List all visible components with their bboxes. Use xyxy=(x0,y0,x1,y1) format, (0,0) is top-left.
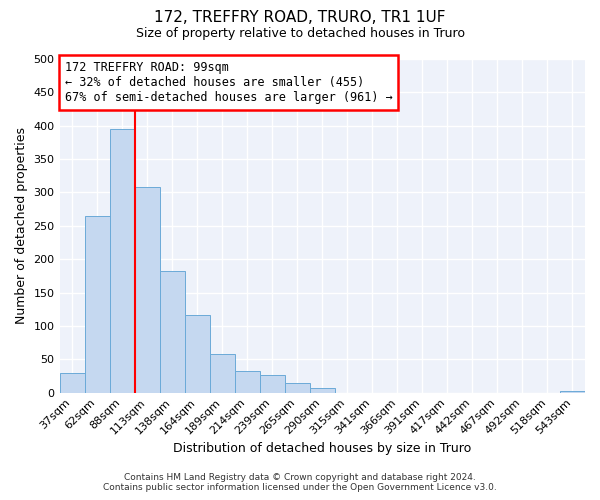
Bar xyxy=(59,374,85,392)
Bar xyxy=(134,187,160,392)
Bar xyxy=(260,376,285,392)
Y-axis label: Number of detached properties: Number of detached properties xyxy=(15,128,28,324)
Bar xyxy=(209,354,235,393)
Bar xyxy=(185,314,209,392)
Bar xyxy=(235,372,260,392)
Text: Contains HM Land Registry data © Crown copyright and database right 2024.
Contai: Contains HM Land Registry data © Crown c… xyxy=(103,473,497,492)
Bar xyxy=(160,270,185,392)
Text: 172 TREFFRY ROAD: 99sqm
← 32% of detached houses are smaller (455)
67% of semi-d: 172 TREFFRY ROAD: 99sqm ← 32% of detache… xyxy=(65,60,392,104)
Text: Size of property relative to detached houses in Truro: Size of property relative to detached ho… xyxy=(136,28,464,40)
Bar xyxy=(85,216,110,392)
Text: 172, TREFFRY ROAD, TRURO, TR1 1UF: 172, TREFFRY ROAD, TRURO, TR1 1UF xyxy=(154,10,446,25)
Bar xyxy=(310,388,335,392)
Bar xyxy=(285,382,310,392)
X-axis label: Distribution of detached houses by size in Truro: Distribution of detached houses by size … xyxy=(173,442,472,455)
Bar xyxy=(110,129,134,392)
